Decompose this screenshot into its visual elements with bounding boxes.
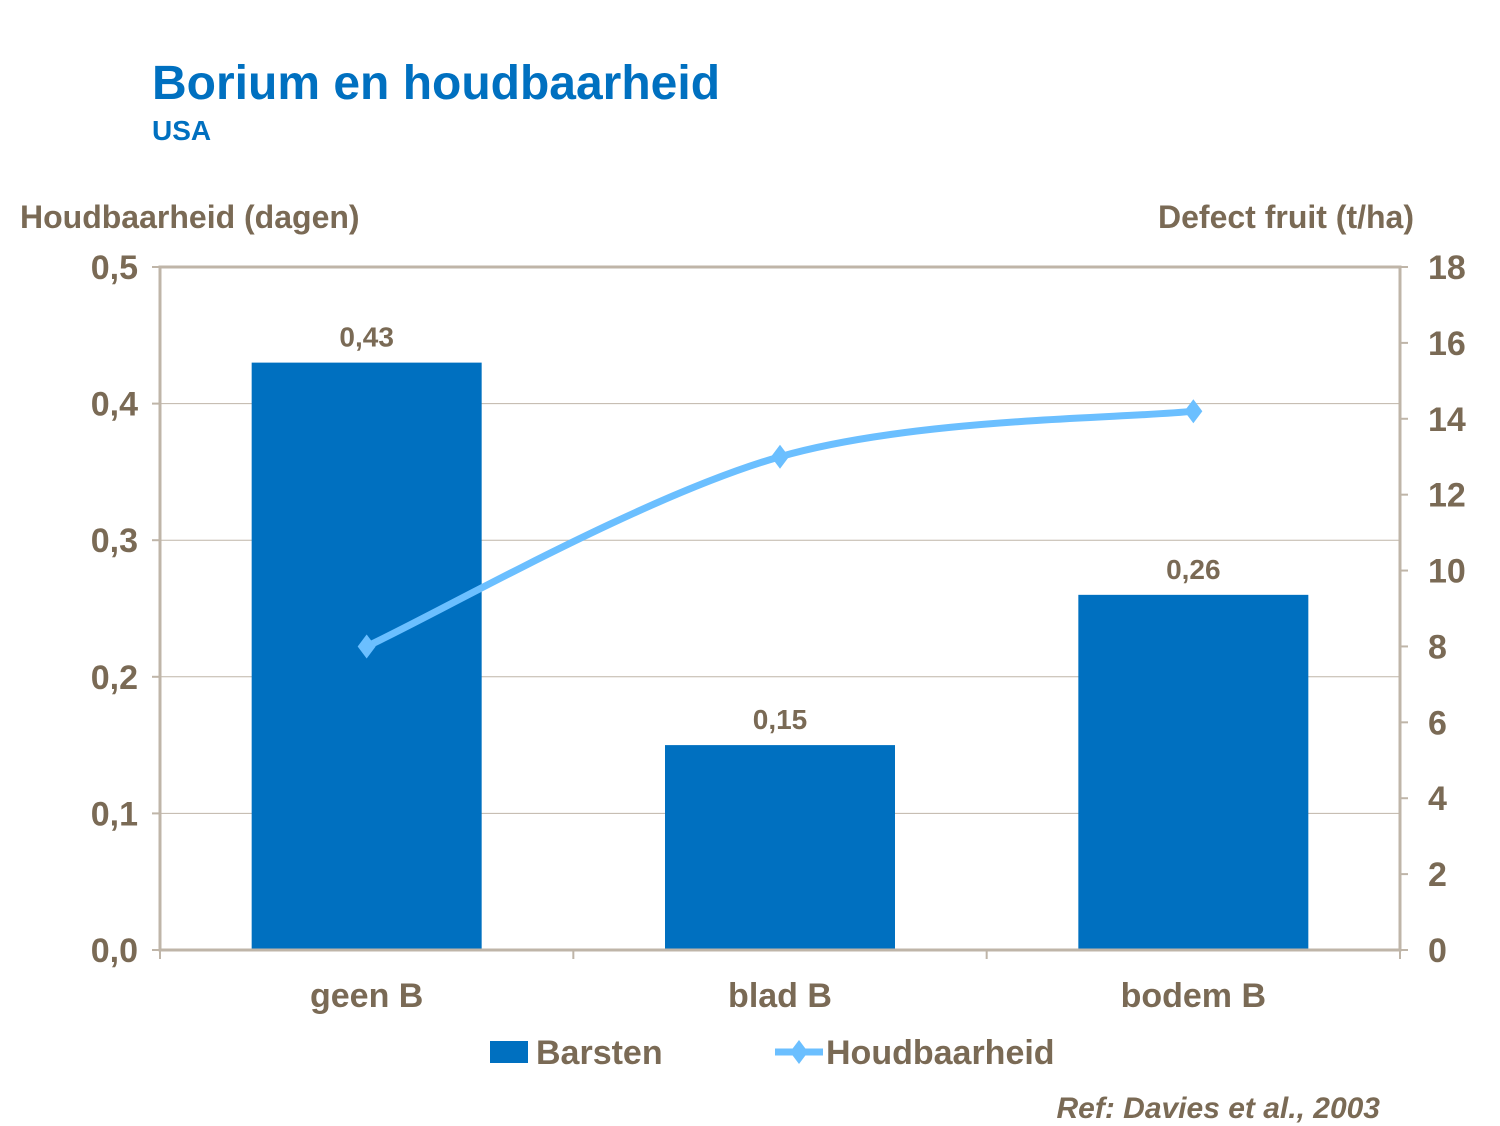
left-tick-label: 0,2 [91,659,138,697]
left-tick-label: 0,4 [91,386,138,424]
x-tick-label: blad B [728,977,832,1015]
legend-marker-houdbaarheid [790,1040,808,1064]
right-tick-label: 8 [1428,628,1447,666]
left-tick-label: 0,3 [91,522,138,560]
bar-data-label: 0,43 [339,322,394,353]
left-axis-label: Houdbaarheid (dagen) [20,199,360,235]
houdbaarheid-marker [357,634,376,659]
bar-bodem-b [1078,594,1309,950]
legend-label-barsten: Barsten [536,1034,663,1072]
right-tick-label: 18 [1428,249,1466,287]
plot-area-border [158,265,1402,952]
x-tick-label: bodem B [1121,977,1266,1015]
right-tick-label: 14 [1428,401,1466,439]
right-tick-label: 12 [1428,477,1466,515]
right-tick-label: 6 [1428,704,1447,742]
right-tick-label: 16 [1428,325,1466,363]
chart-title: Borium en houdbaarheid [152,57,721,110]
left-tick-label: 0,5 [91,249,138,287]
reference: Ref: Davies et al., 2003 [1056,1092,1380,1125]
bar-blad-b [665,745,895,950]
chart-subtitle: USA [152,115,212,146]
right-tick-label: 4 [1428,780,1447,818]
left-tick-label: 0,0 [91,932,138,970]
legend-swatch-barsten [490,1041,528,1063]
right-tick-label: 10 [1428,553,1466,591]
left-tick-label: 0,1 [91,795,138,833]
bar-data-label: 0,26 [1166,554,1221,585]
houdbaarheid-marker [771,444,789,469]
right-axis-label: Defect fruit (t/ha) [1158,199,1414,235]
right-tick-label: 0 [1428,932,1447,970]
x-tick-label: geen B [310,977,423,1015]
bar-data-label: 0,15 [753,704,808,735]
right-tick-label: 2 [1428,856,1447,894]
legend-label-houdbaarheid: Houdbaarheid [826,1034,1055,1072]
houdbaarheid-marker [1184,399,1203,424]
